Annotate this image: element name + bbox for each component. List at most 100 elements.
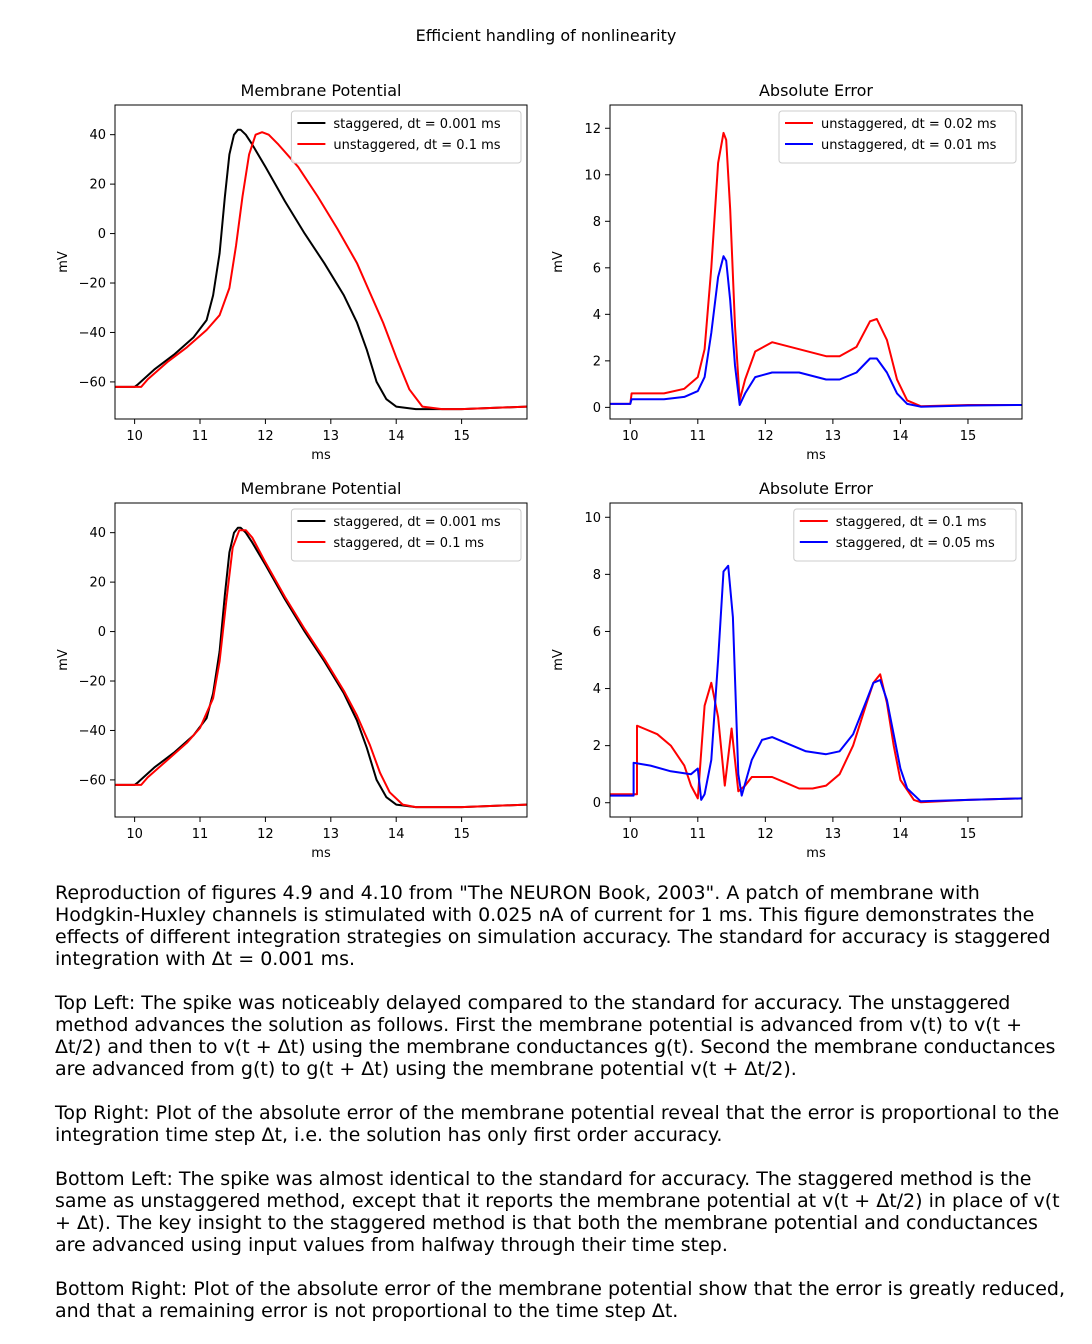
legend: staggered, dt = 0.001 ms staggered, dt = … <box>290 508 522 562</box>
y-tick-label: 8 <box>593 215 601 230</box>
x-tick-label: 10 <box>126 827 143 842</box>
x-tick-label: 10 <box>622 827 639 842</box>
y-tick-label: 20 <box>89 178 106 193</box>
x-tick-label: 14 <box>388 429 405 444</box>
legend: staggered, dt = 0.001 ms unstaggered, dt … <box>290 110 522 164</box>
legend-label: unstaggered, dt = 0.01 ms <box>821 138 997 153</box>
y-axis-label: mV <box>551 251 566 273</box>
y-tick-label: 0 <box>593 796 601 811</box>
y-tick-label: 0 <box>593 401 601 416</box>
caption-top-right: Top Right: Plot of the absolute error of… <box>55 1102 1060 1146</box>
y-tick-label: 6 <box>593 625 601 640</box>
y-tick-label: 10 <box>584 511 601 526</box>
y-tick-label: 4 <box>593 682 601 697</box>
y-axis-label: mV <box>56 649 71 671</box>
y-tick-label: 40 <box>89 128 106 143</box>
y-tick-label: −20 <box>79 675 106 690</box>
y-axis-label: mV <box>56 251 71 273</box>
series-line-1 <box>115 526 527 809</box>
axes-frame <box>114 104 528 420</box>
y-tick-label: −60 <box>79 375 106 390</box>
y-tick-label: 2 <box>593 739 601 754</box>
legend-label: unstaggered, dt = 0.1 ms <box>333 138 500 153</box>
y-axis-label: mV <box>551 649 566 671</box>
series-line-1 <box>115 128 527 411</box>
x-tick-label: 11 <box>192 429 209 444</box>
x-tick-label: 13 <box>825 827 842 842</box>
x-tick-label: 11 <box>690 429 707 444</box>
series-line-1 <box>610 131 1022 408</box>
legend-box <box>290 508 522 562</box>
x-tick-label: 12 <box>757 429 774 444</box>
y-tick-label: 20 <box>89 576 106 591</box>
y-tick-label: 40 <box>89 526 106 541</box>
y-tick-label: 0 <box>98 227 106 242</box>
y-tick-label: 2 <box>593 354 601 369</box>
x-tick-label: 13 <box>825 429 842 444</box>
caption-bottom-right: Bottom Right: Plot of the absolute error… <box>55 1278 1065 1322</box>
x-tick-label: 12 <box>257 429 274 444</box>
chart-panel-bottom-right: 10 11 12 13 14 15 0 2 4 6 8 10 Absolute Error ms mV sta… <box>551 479 1023 861</box>
y-tick-label: −60 <box>79 773 106 788</box>
legend-label: staggered, dt = 0.05 ms <box>836 536 995 551</box>
x-tick-label: 15 <box>453 429 470 444</box>
y-tick-label: −20 <box>79 277 106 292</box>
x-tick-label: 15 <box>960 429 977 444</box>
y-tick-label: 12 <box>584 122 601 137</box>
axes-frame <box>609 104 1023 420</box>
x-tick-label: 10 <box>126 429 143 444</box>
y-tick-label: 4 <box>593 308 601 323</box>
x-tick-label: 15 <box>960 827 977 842</box>
figure-suptitle: Efficient handling of nonlinearity <box>416 26 677 45</box>
x-tick-label: 10 <box>622 429 639 444</box>
chart-title: Membrane Potential <box>241 479 402 498</box>
series-line-2 <box>610 255 1022 408</box>
caption-top-left: Top Left: The spike was noticeably delay… <box>55 992 1056 1080</box>
series-line-1 <box>610 673 1022 804</box>
chart-panel-top-right: 10 11 12 13 14 15 0 2 4 6 8 10 12 Absolute Error ms mV u… <box>551 81 1023 463</box>
legend-label: staggered, dt = 0.001 ms <box>333 515 500 530</box>
series-line-2 <box>115 529 527 809</box>
x-tick-label: 14 <box>892 429 909 444</box>
x-tick-label: 12 <box>757 827 774 842</box>
chart-title: Absolute Error <box>759 479 873 498</box>
chart-title: Membrane Potential <box>241 81 402 100</box>
legend-label: staggered, dt = 0.1 ms <box>333 536 484 551</box>
legend-label: staggered, dt = 0.001 ms <box>333 117 500 132</box>
series-line-2 <box>115 131 527 411</box>
x-axis-label: ms <box>311 448 331 463</box>
legend: unstaggered, dt = 0.02 ms unstaggered, dt… <box>778 110 1017 164</box>
x-tick-label: 13 <box>323 827 340 842</box>
y-tick-label: 8 <box>593 568 601 583</box>
legend: staggered, dt = 0.1 ms staggered, dt = 0.… <box>793 508 1017 562</box>
y-tick-label: 10 <box>584 168 601 183</box>
figure-canvas: Efficient handling of nonlinearity 10 11 1… <box>56 26 1023 861</box>
legend-label: staggered, dt = 0.1 ms <box>836 515 987 530</box>
x-tick-label: 15 <box>453 827 470 842</box>
figure-caption: Reproduction of figures 4.9 and 4.10 fro… <box>55 882 1065 1344</box>
x-axis-label: ms <box>806 448 826 463</box>
series-line-2 <box>610 564 1022 803</box>
x-axis-label: ms <box>806 846 826 861</box>
x-tick-label: 11 <box>690 827 707 842</box>
legend-label: unstaggered, dt = 0.02 ms <box>821 117 997 132</box>
axes-frame <box>609 502 1023 818</box>
chart-panel-bottom-left: 10 11 12 13 14 15 −60 −40 −20 0 20 40 Membrane Poten… <box>56 479 528 861</box>
y-tick-label: 0 <box>98 625 106 640</box>
x-tick-label: 14 <box>892 827 909 842</box>
x-axis-label: ms <box>311 846 331 861</box>
y-tick-label: 6 <box>593 261 601 276</box>
chart-title: Absolute Error <box>759 81 873 100</box>
caption-intro: Reproduction of figures 4.9 and 4.10 fro… <box>55 882 1051 970</box>
legend-box <box>793 508 1017 562</box>
x-tick-label: 12 <box>257 827 274 842</box>
chart-panel-top-left: 10 11 12 13 14 15 −60 −40 −20 0 20 40 Membrane Poten… <box>56 81 528 463</box>
caption-bottom-left: Bottom Left: The spike was almost identi… <box>55 1168 1060 1256</box>
legend-box <box>290 110 522 164</box>
legend-box <box>778 110 1017 164</box>
axes-frame <box>114 502 528 818</box>
x-tick-label: 13 <box>323 429 340 444</box>
x-tick-label: 14 <box>388 827 405 842</box>
x-tick-label: 11 <box>192 827 209 842</box>
y-tick-label: −40 <box>79 724 106 739</box>
